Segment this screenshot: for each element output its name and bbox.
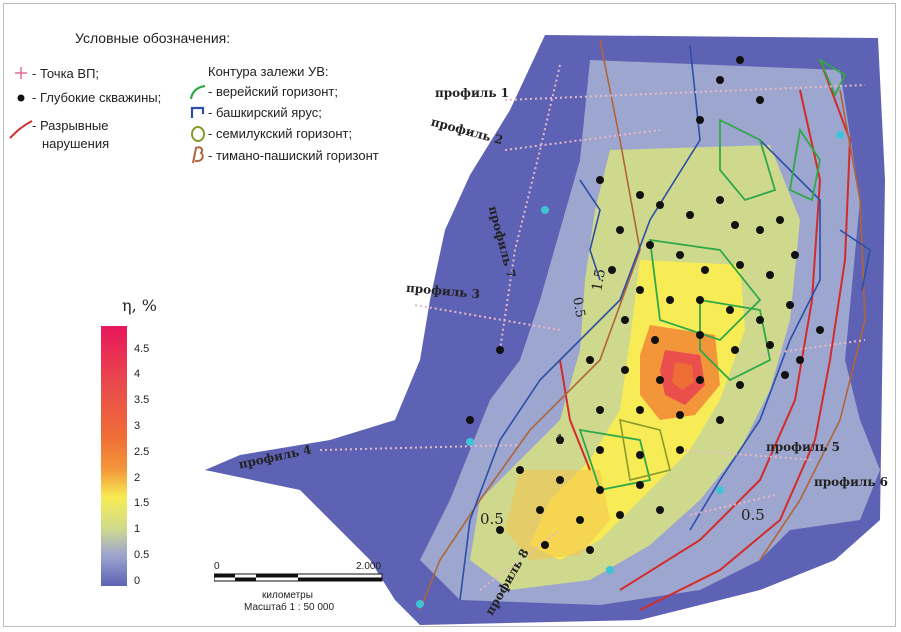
legend-faults-2: нарушения	[42, 136, 110, 151]
colorbar-tick: 0.5	[134, 549, 150, 561]
legend-title: Условные обозначения:	[75, 30, 231, 46]
profile-label-5: профиль 5	[766, 440, 841, 454]
colorbar-tick: 4.5	[134, 343, 150, 355]
scale-ratio: Масштаб 1 : 50 000	[244, 602, 335, 613]
profile-lines	[319, 64, 866, 591]
timano-contours	[419, 39, 866, 611]
legend-vp: - Точка ВП;	[32, 66, 100, 81]
deep-wells	[466, 56, 824, 554]
zone-south-yellow	[505, 470, 610, 560]
bashkir-icon	[190, 106, 205, 118]
semiluk-icon	[191, 126, 205, 142]
faults	[559, 59, 852, 611]
contour-label-1: 1	[556, 433, 565, 448]
semiluk-contours	[619, 418, 671, 481]
legend-semiluk: - семилукский горизонт;	[208, 126, 353, 141]
contour-label-0.5: 0.5	[480, 510, 504, 528]
vereisky-icon	[189, 84, 206, 100]
scale-units: километры	[262, 590, 313, 601]
legend-faults-1: - Разрывные	[32, 118, 109, 133]
scale-bar	[214, 573, 383, 582]
colorbar-tick: 3.5	[134, 394, 150, 406]
colorbar	[101, 326, 127, 586]
colorbar-tick: 1.5	[134, 497, 150, 509]
colorbar-tick: 2.5	[134, 446, 150, 458]
colorbar-tick: 2	[134, 472, 141, 484]
colorbar-tick: 4	[134, 368, 141, 380]
scale-end: 2.000	[356, 561, 382, 572]
profile-label-6: профиль 6	[814, 475, 889, 489]
fault-icon	[9, 120, 33, 139]
bashkir-contours	[459, 44, 871, 601]
timano-icon	[192, 146, 204, 164]
vp-point-icon	[15, 67, 27, 79]
legend-vereisky: - верейский горизонт;	[208, 84, 338, 99]
zone-peak-core	[672, 362, 694, 390]
legend-deep-wells: - Глубокие скважины;	[32, 90, 162, 105]
vereisky-contours	[578, 57, 847, 492]
profile-label-1: профиль 1	[435, 86, 510, 100]
legend-timano: - тимано-пашиский горизонт	[208, 148, 379, 163]
colorbar-tick: 0	[134, 575, 141, 587]
figure-frame	[3, 3, 896, 627]
colorbar-tick: 3	[134, 420, 141, 432]
colorbar-title: η, %	[122, 296, 157, 315]
contour-label-0.5: 0.5	[741, 506, 765, 524]
legend-bashkir: - башкирский ярус;	[208, 105, 322, 120]
legend-contour-title: Контура залежи УВ:	[208, 64, 329, 79]
scale-start: 0	[214, 561, 220, 572]
deep-well-icon	[17, 94, 25, 102]
cyan-wells	[416, 131, 844, 608]
colorbar-tick: 1	[134, 523, 141, 535]
